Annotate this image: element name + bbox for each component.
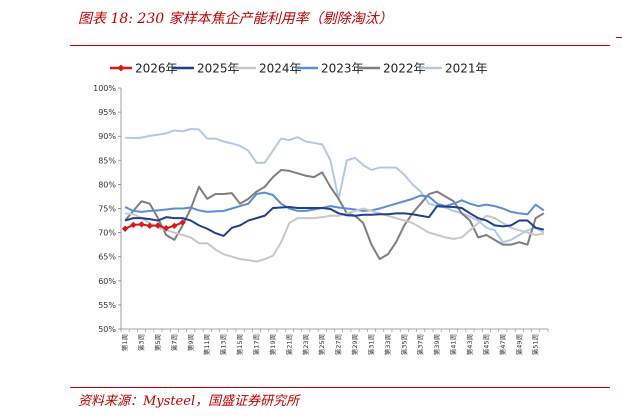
- legend-label: 2024年: [259, 62, 302, 76]
- y-tick-label: 70%: [98, 229, 116, 238]
- legend-label: 2025年: [197, 62, 240, 76]
- x-tick-label: 第33周: [383, 334, 392, 355]
- x-tick-label: 第25周: [317, 334, 326, 355]
- x-tick-label: 第15周: [235, 334, 244, 355]
- x-tick-label: 第47周: [498, 334, 507, 355]
- x-tick-label: 第1周: [120, 334, 129, 351]
- x-tick-label: 第3周: [137, 334, 146, 351]
- x-tick-label: 第11周: [202, 334, 211, 355]
- x-tick-label: 第35周: [399, 334, 408, 355]
- x-tick-label: 第7周: [169, 334, 178, 351]
- series-point: [146, 222, 153, 230]
- legend-label: 2022年: [383, 62, 426, 76]
- top-rule: [70, 45, 610, 46]
- series-line: [124, 168, 545, 261]
- y-axis: 50% 55% 60% 65% 70% 75% 80% 85% 90% 95% 100%: [93, 84, 122, 334]
- x-tick-label: 第19周: [268, 334, 277, 355]
- y-tick-label: 95%: [98, 108, 116, 117]
- x-tick-label: 第5周: [153, 334, 162, 351]
- series-point: [121, 225, 129, 232]
- x-tick-label: 第9周: [186, 334, 195, 351]
- y-tick-label: 80%: [98, 180, 116, 189]
- legend-label: 2021年: [445, 62, 488, 76]
- y-tick-label: 75%: [98, 205, 116, 214]
- x-axis: 第1周 第3周 第5周 第7周 第9周 第11周 第13周 第15周 第17周 第19周 第21周第…: [120, 328, 549, 355]
- series-point: [162, 225, 170, 232]
- x-tick-label: 第21周: [284, 334, 293, 355]
- y-tick-label: 60%: [98, 277, 116, 286]
- x-tick-label: 第51周: [531, 334, 540, 355]
- x-tick-label: 第17周: [251, 334, 260, 355]
- series-line: [124, 207, 545, 263]
- legend-marker: [117, 64, 125, 72]
- top-rule-stub: [616, 37, 622, 38]
- x-tick-label: 第29周: [350, 334, 359, 355]
- chart-legend: 2026年 2025年 2024年 2023年 2022年 2021年: [110, 62, 488, 76]
- figure-title: 图表 18: 230 家样本焦企产能利用率（剔除淘汰）: [78, 11, 393, 27]
- x-tick-label: 第41周: [449, 334, 458, 355]
- series-point: [179, 219, 186, 226]
- x-tick-label: 第13周: [219, 334, 228, 355]
- legend-label: 2023年: [321, 62, 364, 76]
- plot-area: [121, 127, 545, 263]
- series-point: [138, 221, 145, 228]
- x-tick-label: 第37周: [416, 334, 425, 355]
- x-tick-label: 第45周: [481, 334, 490, 355]
- x-tick-label: 第39周: [432, 334, 441, 355]
- series-line: [124, 191, 545, 216]
- y-tick-label: 100%: [93, 84, 116, 93]
- series-point: [171, 222, 178, 230]
- x-tick-label: 第23周: [301, 334, 310, 355]
- y-tick-label: 50%: [98, 325, 116, 334]
- series-line: [124, 205, 545, 237]
- series-line: [125, 127, 545, 244]
- legend-label: 2026年: [135, 62, 178, 76]
- x-tick-label: 第43周: [465, 334, 474, 355]
- bottom-rule: [70, 387, 610, 388]
- x-tick-label: 第49周: [514, 334, 523, 355]
- y-tick-label: 65%: [98, 253, 116, 262]
- x-tick-label: 第31周: [366, 334, 375, 355]
- x-tick-label: 第27周: [334, 334, 343, 355]
- series-point: [130, 221, 137, 229]
- series-point: [154, 222, 162, 229]
- y-tick-label: 90%: [98, 132, 116, 141]
- source-note: 资料来源：Mysteel，国盛证券研究所: [78, 394, 300, 409]
- y-tick-label: 55%: [98, 301, 116, 310]
- y-tick-label: 85%: [98, 156, 116, 165]
